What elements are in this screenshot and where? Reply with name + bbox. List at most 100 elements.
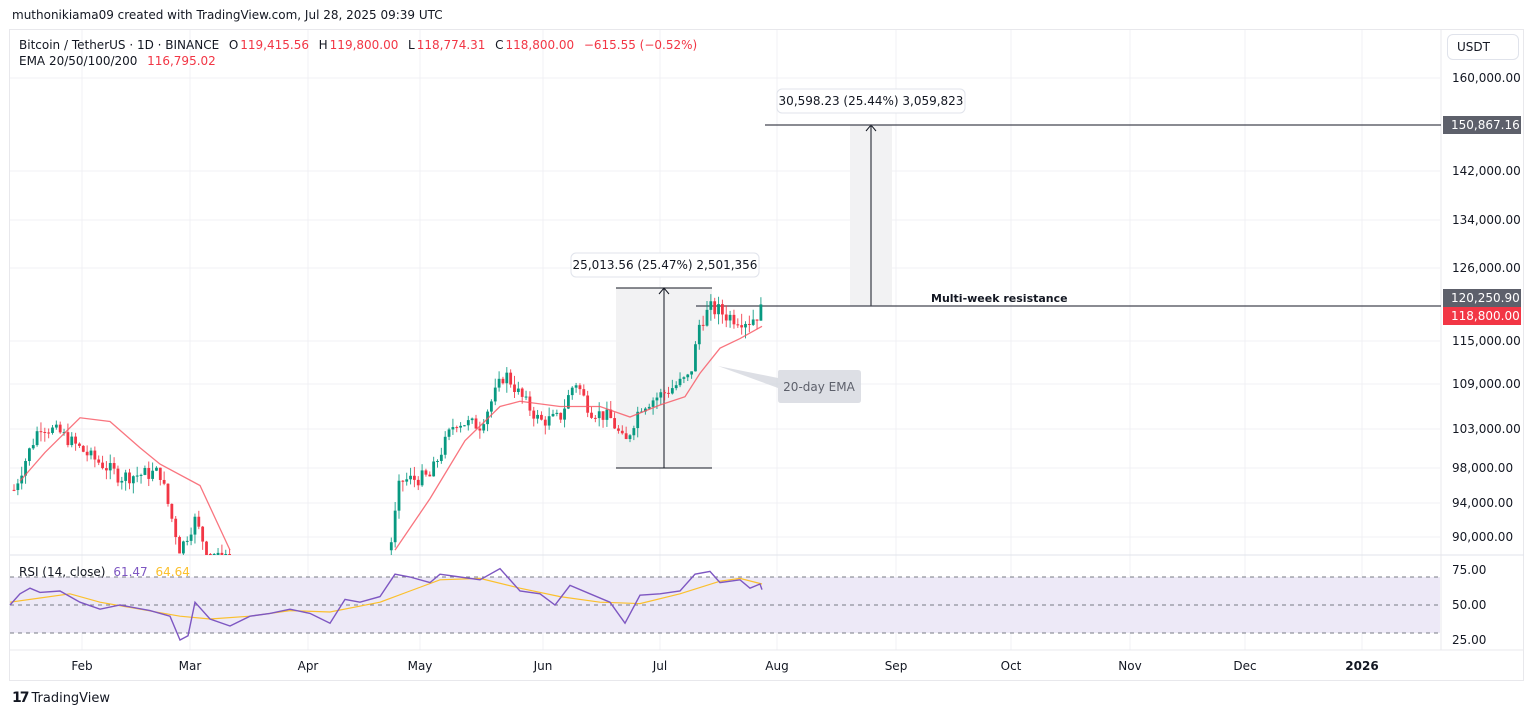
candle-body: [135, 475, 139, 477]
candle-body: [47, 432, 51, 434]
measure-label-1-box: [570, 252, 760, 278]
candle-body: [463, 425, 466, 427]
measure-label-2: 30,598.23 (25.44%) 3,059,823: [779, 94, 964, 108]
candle-body: [663, 392, 667, 394]
candle-body: [216, 552, 220, 555]
candle-body: [636, 411, 640, 429]
candle-body: [424, 470, 428, 475]
candle-body: [540, 414, 543, 420]
ema-callout-box[interactable]: [718, 366, 861, 403]
price-tag: [1443, 289, 1521, 307]
candle-body: [28, 448, 31, 462]
candle-body: [690, 371, 693, 375]
candle-body: [101, 462, 104, 469]
time-axis-label: Jul: [652, 659, 667, 673]
candle-body: [578, 385, 582, 390]
candle-body: [651, 400, 655, 407]
time-axis-label: Mar: [179, 659, 202, 673]
candle-body: [751, 319, 755, 325]
candle-body: [54, 424, 58, 428]
candle-body: [501, 378, 505, 384]
candle-body: [632, 428, 636, 436]
candle-body: [728, 314, 732, 321]
candle-body: [563, 408, 566, 420]
price-axis-label: 160,000.00: [1452, 71, 1521, 85]
rsi-axis-label: 75.00: [1452, 563, 1486, 577]
candle-body: [16, 483, 20, 491]
candle-body: [732, 314, 736, 325]
time-axis-label: Oct: [1001, 659, 1022, 673]
candle-body: [108, 463, 112, 471]
candle-body: [416, 479, 420, 486]
candle-body: [620, 430, 624, 434]
measure-label-2-box: [776, 88, 966, 114]
ema-label[interactable]: EMA 20/50/100/200: [19, 54, 138, 68]
candle-body: [66, 432, 70, 446]
change-value: −615.55 (−0.52%): [583, 38, 698, 52]
candle-body: [89, 450, 93, 456]
candle-body: [455, 427, 459, 429]
measure-label-1: 25,013.56 (25.47%) 2,501,356: [573, 258, 758, 272]
candle-body: [586, 395, 590, 413]
candle-body: [747, 323, 751, 325]
candle-body: [701, 324, 705, 326]
candle-body: [493, 387, 497, 402]
tradingview-logo[interactable]: 17 TradingView: [12, 690, 110, 706]
candle-body: [189, 534, 193, 541]
candle-body: [740, 325, 744, 328]
high-value: 119,800.00: [329, 38, 399, 52]
candle-body: [70, 436, 74, 446]
candle-body: [51, 427, 54, 433]
price-tag-label: 118,800.00: [1451, 309, 1520, 323]
price-axis-label: 134,000.00: [1452, 213, 1521, 227]
candle-body: [93, 450, 97, 460]
candle-body: [131, 476, 135, 484]
candle-body: [582, 389, 586, 396]
rsi-line: [9, 567, 763, 641]
candle-body: [409, 475, 412, 480]
candle-body: [724, 314, 728, 321]
ohlc-row: Bitcoin / TetherUS · 1D · BINANCE O 119,4…: [19, 38, 698, 52]
price-axis-label: 142,000.00: [1452, 164, 1521, 178]
rsi-ma-value: 64.64: [155, 565, 190, 579]
candle-body: [574, 385, 578, 388]
candle-body: [721, 304, 724, 315]
candle-body: [509, 372, 513, 385]
candle-body: [447, 429, 451, 437]
candle-body: [647, 406, 651, 409]
candle-body: [224, 554, 228, 555]
candle-body: [543, 419, 547, 426]
candle-body: [524, 396, 528, 398]
candle-body: [128, 472, 131, 484]
price-tag-label: 150,867.16: [1451, 118, 1520, 132]
candle-body: [151, 470, 154, 479]
candle-body: [709, 301, 713, 310]
candle-body: [536, 414, 539, 419]
rsi-axis-label: 25.00: [1452, 633, 1486, 647]
candle-body: [682, 377, 686, 379]
currency-button[interactable]: USDT: [1447, 34, 1519, 60]
candle-body: [593, 417, 597, 419]
price-axis-label: 90,000.00: [1452, 530, 1513, 544]
candle-body: [228, 554, 231, 555]
candle-body: [39, 431, 43, 433]
symbol-name[interactable]: Bitcoin / TetherUS · 1D · BINANCE: [19, 38, 220, 52]
candle-body: [628, 435, 632, 440]
candle-body: [81, 445, 85, 452]
rsi-title[interactable]: RSI (14, close): [19, 565, 106, 579]
candle-body: [513, 384, 516, 392]
time-axis-label: Aug: [765, 659, 788, 673]
candle-body: [470, 418, 474, 421]
candle-body: [97, 459, 101, 463]
candle-body: [139, 474, 143, 476]
chart-credit: muthonikiama09 created with TradingView.…: [12, 8, 443, 22]
time-axis-label: Dec: [1233, 659, 1256, 673]
candle-body: [428, 474, 432, 477]
candle-body: [670, 388, 674, 394]
close-value: 118,800.00: [505, 38, 575, 52]
candle-body: [705, 309, 709, 326]
price-axis-label: 109,000.00: [1452, 377, 1521, 391]
candle-body: [439, 454, 443, 461]
candle-body: [443, 436, 447, 455]
